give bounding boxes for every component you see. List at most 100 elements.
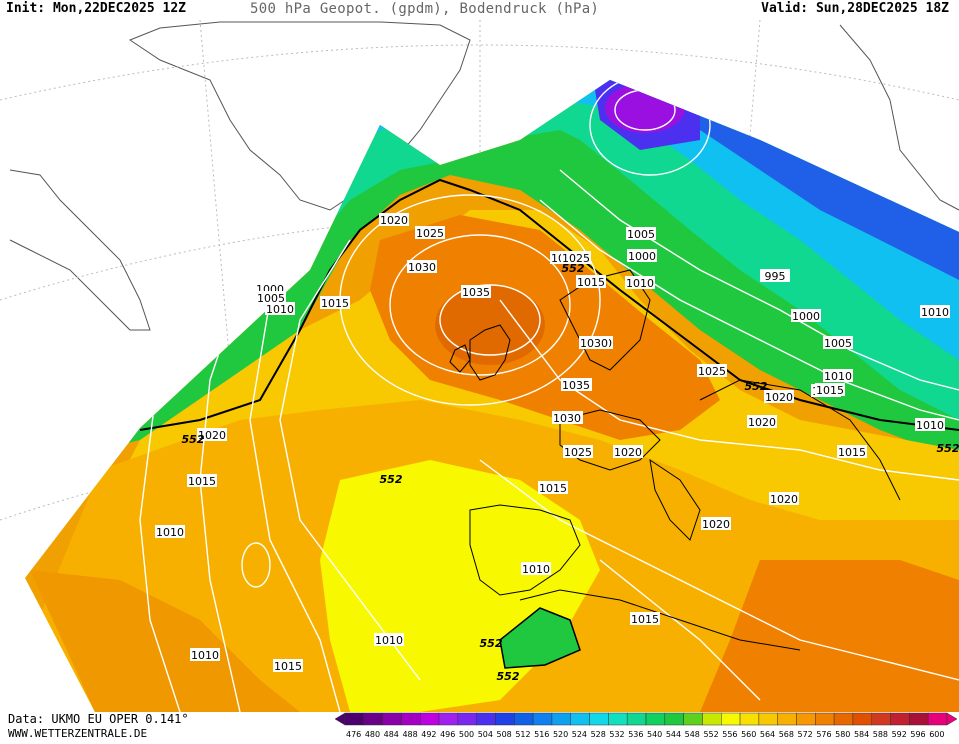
legend-tick-label: 516	[534, 730, 549, 739]
legend-tick-label: 512	[515, 730, 530, 739]
legend-swatch	[777, 712, 797, 726]
legend-tick-label: 588	[873, 730, 888, 739]
color-legend: 476 480 484 488 492 496 500 504 508 512 516 520 524 5…	[334, 712, 958, 740]
isobar-label: 1005	[626, 227, 656, 241]
svg-text:1030: 1030	[553, 412, 581, 425]
svg-text:1020: 1020	[380, 214, 408, 227]
svg-text:1015: 1015	[577, 276, 605, 289]
legend-swatch	[514, 712, 534, 726]
legend-swatch	[608, 712, 628, 726]
svg-text:1015: 1015	[321, 297, 349, 310]
legend-tick-label: 492	[421, 730, 436, 739]
svg-text:995: 995	[765, 270, 786, 283]
legend-tick-label: 524	[572, 730, 587, 739]
legend-swatch	[570, 712, 590, 726]
svg-text:1015: 1015	[188, 475, 216, 488]
isobar-label: 1015	[538, 481, 568, 495]
isobar-label: 1010	[521, 562, 551, 576]
isobar-label: 1015	[837, 445, 867, 459]
legend-swatch	[927, 712, 948, 726]
legend-arrow-low	[334, 712, 346, 726]
legend-tick-label: 500	[459, 730, 474, 739]
svg-text:1020: 1020	[198, 429, 226, 442]
svg-text:1010: 1010	[921, 306, 949, 319]
isobar-label: 1015	[576, 275, 606, 289]
svg-text:1025: 1025	[562, 252, 590, 265]
legend-swatch	[420, 712, 440, 726]
svg-text:1005: 1005	[257, 292, 285, 305]
svg-text:1010: 1010	[916, 419, 944, 432]
header-bar: Init: Mon,22DEC2025 12Z 500 hPa Geopot. …	[0, 0, 959, 20]
geopotential-label: 552	[480, 637, 503, 650]
isobar-label: 1015	[815, 383, 845, 397]
isobar-label: 1025	[561, 251, 591, 265]
isobar-label: 1010	[625, 276, 655, 290]
legend-swatch	[721, 712, 741, 726]
svg-text:1005: 1005	[627, 228, 655, 241]
isobar-label: 1010	[265, 302, 295, 316]
legend-swatch	[833, 712, 854, 726]
svg-text:1005: 1005	[824, 337, 852, 350]
isobar-label: 1020	[613, 445, 643, 459]
legend-swatch	[457, 712, 477, 726]
isobar-label: 1000	[791, 309, 821, 323]
svg-text:1035: 1035	[562, 379, 590, 392]
legend-swatch	[683, 712, 703, 726]
legend-tick-label: 568	[779, 730, 794, 739]
legend-tick-label: 536	[628, 730, 643, 739]
isobar-label: 1010	[155, 525, 185, 539]
legend-swatch	[476, 712, 496, 726]
svg-text:1030: 1030	[580, 337, 608, 350]
legend-swatch	[890, 712, 910, 726]
website-link[interactable]: WWW.WETTERZENTRALE.DE	[8, 727, 148, 740]
isobar-label: 1010	[190, 648, 220, 662]
legend-swatch	[363, 712, 383, 726]
legend-tick-label: 532	[609, 730, 624, 739]
geopotential-label: 552	[937, 442, 959, 455]
legend-tick-label: 576	[816, 730, 831, 739]
svg-text:1015: 1015	[274, 660, 302, 673]
svg-text:1020: 1020	[765, 391, 793, 404]
isobar-label: 1035	[461, 285, 491, 299]
svg-text:1010: 1010	[375, 634, 403, 647]
svg-text:1000: 1000	[792, 310, 820, 323]
isobar-label: 1030	[579, 336, 609, 350]
legend-tick-label: 592	[892, 730, 907, 739]
geopotential-label: 552	[745, 380, 768, 393]
isobar-label: 1020	[769, 492, 799, 506]
isobar-label: 1030	[407, 260, 437, 274]
geopotential-label: 552	[380, 473, 403, 486]
data-source: Data: UKMO EU OPER 0.141°	[8, 712, 189, 726]
svg-text:1030: 1030	[408, 261, 436, 274]
legend-tick-label: 560	[741, 730, 756, 739]
isobar-label: 1020	[379, 213, 409, 227]
legend-swatch	[852, 712, 872, 726]
init-time: Init: Mon,22DEC2025 12Z	[6, 1, 187, 16]
isobar-label: 1010	[823, 369, 853, 383]
legend-swatch	[532, 712, 553, 726]
legend-swatch	[344, 712, 365, 726]
legend-swatch	[758, 712, 778, 726]
isobar-label: 1030	[552, 411, 582, 425]
legend-tick-label: 580	[835, 730, 850, 739]
legend-swatch	[495, 712, 515, 726]
legend-tick-label: 476	[346, 730, 361, 739]
legend-tick-label: 520	[553, 730, 568, 739]
legend-tick-label: 600	[929, 730, 944, 739]
svg-text:1010: 1010	[191, 649, 219, 662]
legend-swatch	[664, 712, 684, 726]
legend-swatch	[626, 712, 647, 726]
legend-tick-label: 488	[402, 730, 417, 739]
isobar-label: 1015	[630, 612, 660, 626]
svg-text:1020: 1020	[702, 518, 730, 531]
isobar-label: 1005	[823, 336, 853, 350]
svg-text:1020: 1020	[770, 493, 798, 506]
svg-text:1025: 1025	[698, 365, 726, 378]
legend-swatch	[796, 712, 816, 726]
svg-text:1025: 1025	[564, 446, 592, 459]
svg-text:1010: 1010	[824, 370, 852, 383]
isobar-label: 1025	[415, 226, 445, 240]
svg-text:1010: 1010	[626, 277, 654, 290]
geopotential-label: 552	[182, 433, 205, 446]
isobar-label: 1005	[256, 291, 286, 305]
